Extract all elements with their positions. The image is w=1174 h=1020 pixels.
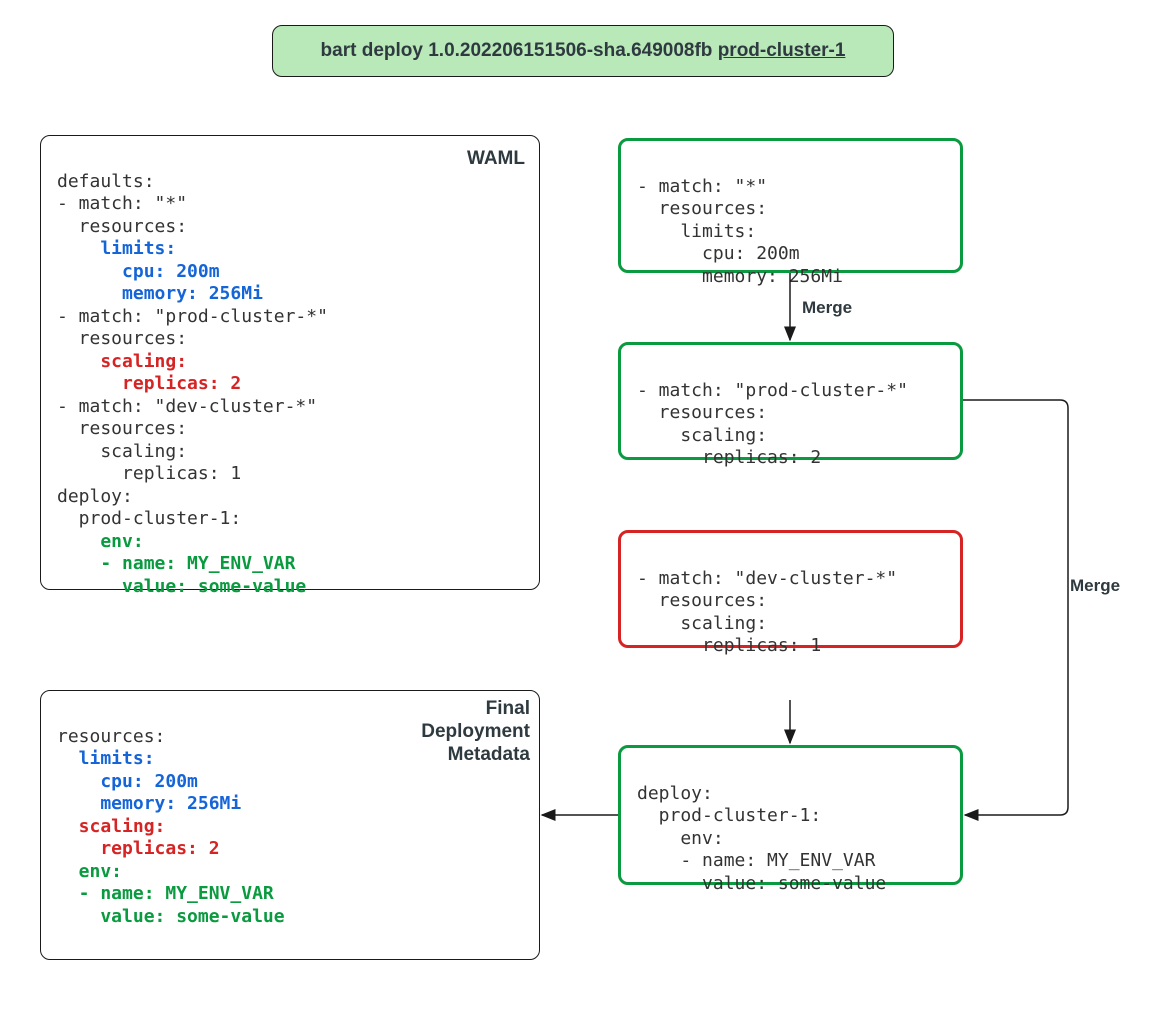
command-title: bart deploy 1.0.202206151506-sha.649008f… [272, 25, 894, 77]
final-label-1: Final [486, 698, 530, 719]
waml-line: deploy: [57, 486, 133, 507]
waml-line-env: env: [57, 531, 144, 552]
final-line-limits: limits: [57, 748, 155, 769]
merge-label-2: Merge [1068, 576, 1122, 596]
final-line-env-value: value: some-value [57, 906, 285, 927]
node4-line: deploy: [637, 783, 713, 804]
node4-line: - name: MY_ENV_VAR [637, 850, 875, 871]
final-line-scaling: scaling: [57, 816, 165, 837]
waml-line-memory: memory: 256Mi [57, 283, 263, 304]
node3-line: scaling: [637, 613, 767, 634]
node3-line: - match: "dev-cluster-*" [637, 568, 897, 589]
waml-line: prod-cluster-1: [57, 508, 241, 529]
node1-line: cpu: 200m [637, 243, 800, 264]
merge-label-1: Merge [800, 298, 854, 318]
node1-line: memory: 256Mi [637, 266, 843, 287]
match-star-box: - match: "*" resources: limits: cpu: 200… [618, 138, 963, 273]
waml-line-env-name: - name: MY_ENV_VAR [57, 553, 295, 574]
match-prod-box: - match: "prod-cluster-*" resources: sca… [618, 342, 963, 460]
deploy-box: deploy: prod-cluster-1: env: - name: MY_… [618, 745, 963, 885]
waml-line: replicas: 1 [57, 463, 241, 484]
waml-label: WAML [430, 148, 525, 170]
node1-line: limits: [637, 221, 756, 242]
final-line-memory: memory: 256Mi [57, 793, 241, 814]
title-cluster: prod-cluster-1 [718, 40, 846, 61]
waml-line: defaults: [57, 171, 155, 192]
node2-line: replicas: 2 [637, 447, 821, 468]
final-line-replicas: replicas: 2 [57, 838, 220, 859]
node4-line: env: [637, 828, 724, 849]
final-label-2: Deployment [421, 721, 530, 742]
waml-line-scaling: scaling: [57, 351, 187, 372]
node2-line: resources: [637, 402, 767, 423]
waml-line-limits: limits: [57, 238, 176, 259]
waml-line: - match: "dev-cluster-*" [57, 396, 317, 417]
node2-line: - match: "prod-cluster-*" [637, 380, 908, 401]
waml-box: defaults: - match: "*" resources: limits… [40, 135, 540, 590]
node4-line: prod-cluster-1: [637, 805, 821, 826]
waml-line-replicas: replicas: 2 [57, 373, 241, 394]
title-prefix: bart deploy 1.0.202206151506-sha.649008f… [321, 40, 718, 61]
final-line-cpu: cpu: 200m [57, 771, 198, 792]
final-label: Final Deployment Metadata [395, 698, 530, 766]
node1-line: - match: "*" [637, 176, 767, 197]
node2-line: scaling: [637, 425, 767, 446]
final-label-3: Metadata [448, 744, 530, 765]
final-line-env-name: - name: MY_ENV_VAR [57, 883, 274, 904]
final-line-env: env: [57, 861, 122, 882]
node3-line: replicas: 1 [637, 635, 821, 656]
waml-line-env-value: value: some-value [57, 576, 306, 597]
waml-line: - match: "*" [57, 193, 187, 214]
node3-line: resources: [637, 590, 767, 611]
match-dev-box: - match: "dev-cluster-*" resources: scal… [618, 530, 963, 648]
waml-line: - match: "prod-cluster-*" [57, 306, 328, 327]
final-line: resources: [57, 726, 165, 747]
waml-line: resources: [57, 216, 187, 237]
waml-line: resources: [57, 328, 187, 349]
waml-line: scaling: [57, 441, 187, 462]
waml-line-cpu: cpu: 200m [57, 261, 220, 282]
node4-line: value: some-value [637, 873, 886, 894]
node1-line: resources: [637, 198, 767, 219]
waml-line: resources: [57, 418, 187, 439]
